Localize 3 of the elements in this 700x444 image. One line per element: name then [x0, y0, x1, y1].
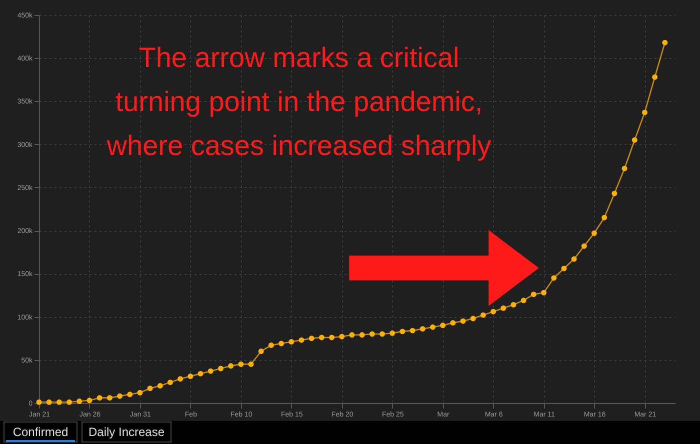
text: Daily Increase [88, 425, 165, 439]
annotation: The arrow marks a critical turning point in the pandemic, where cases increased sharply [106, 42, 492, 161]
text: Confirmed [12, 425, 68, 439]
